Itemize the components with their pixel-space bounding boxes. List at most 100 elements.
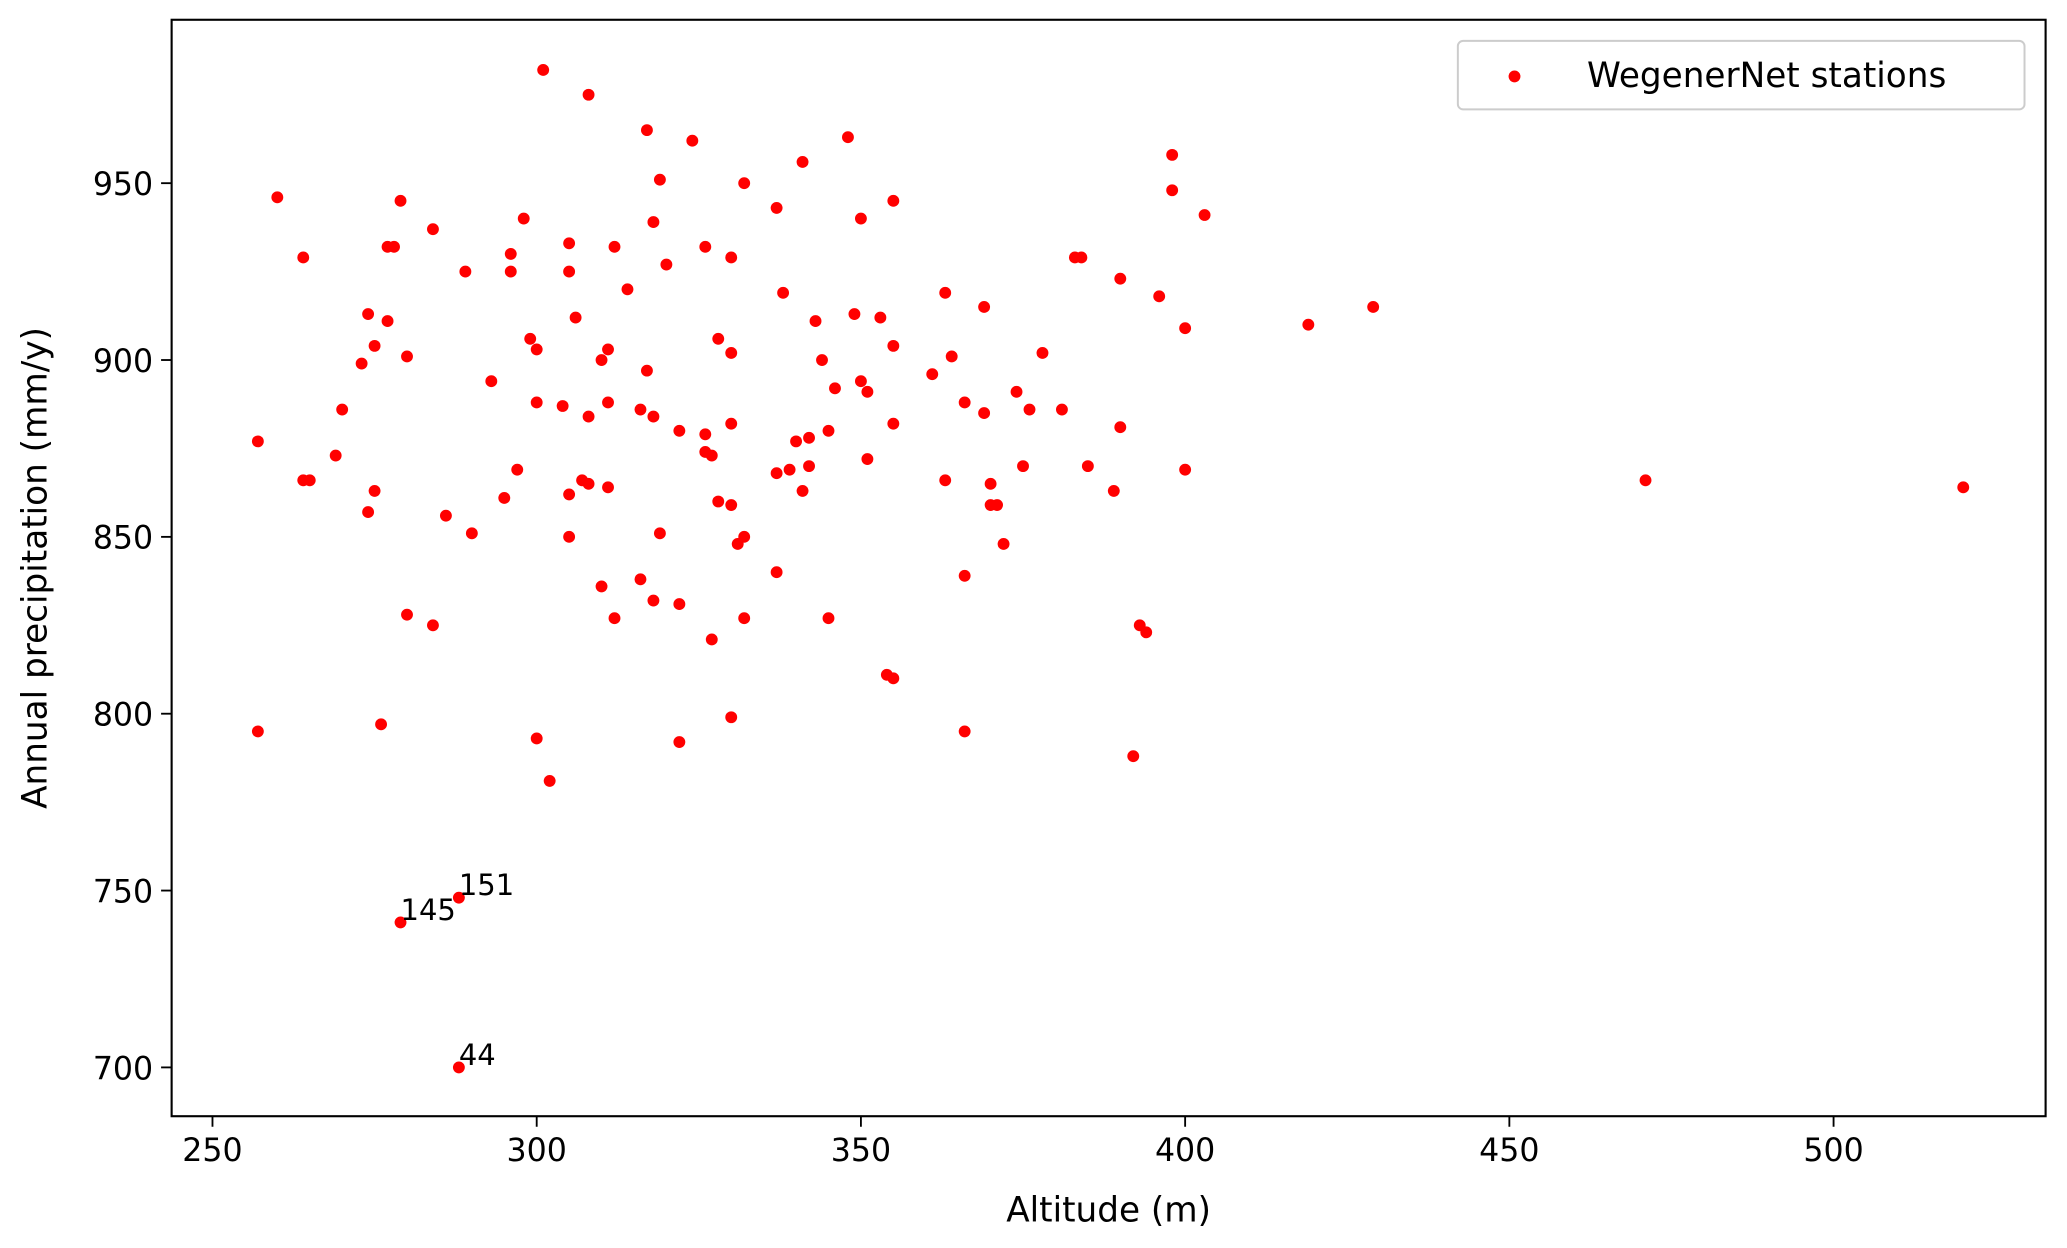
data-point [705,449,718,462]
data-point [1127,750,1140,763]
data-point [1153,290,1166,303]
data-point [362,308,375,320]
data-point [939,474,952,487]
data-point [1639,474,1652,487]
data-point [439,509,452,522]
data-point [569,311,582,324]
data-point [362,506,375,519]
data-point [887,339,900,352]
data-point [524,332,537,345]
data-point [530,396,543,409]
data-point [595,354,608,366]
data-point [543,774,556,787]
data-point [459,265,472,278]
data-point [861,385,874,398]
data-point [563,488,576,501]
data-point [978,407,991,420]
data-point [1075,251,1088,264]
data-point [647,594,660,607]
data-point [1114,421,1127,434]
data-point [394,916,407,929]
data-point [271,191,284,204]
data-point [634,573,647,586]
data-point [1081,460,1094,473]
legend-marker [1508,70,1521,83]
data-point [803,431,815,444]
x-tick-label: 450 [1479,1133,1539,1169]
data-point [887,672,900,685]
legend-box [1456,39,2026,111]
data-point [556,400,569,412]
data-point [673,736,686,748]
data-point [368,339,381,352]
data-point [887,194,900,207]
data-point [854,375,867,388]
data-point [355,357,368,370]
data-point [796,484,809,497]
data-point [452,1061,465,1074]
data-point [647,410,660,423]
data-point [1166,148,1179,161]
data-point [991,499,1004,511]
data-point [829,382,841,395]
legend-label: WegenerNet stations [1587,56,1946,96]
data-point [485,375,498,388]
x-tick-label: 500 [1803,1133,1863,1169]
data-point [738,177,751,190]
data-point [511,463,524,476]
data-point [465,527,478,540]
data-point [809,315,822,328]
data-point [738,530,751,543]
data-point [803,460,815,473]
legend: WegenerNet stations [1456,39,2026,111]
data-point [381,315,394,328]
data-point [958,396,971,409]
data-point [738,612,751,625]
data-point [621,283,634,296]
data-point [770,202,783,214]
x-tick-label: 350 [831,1133,891,1169]
data-point [1302,318,1315,331]
data-point [887,417,900,430]
data-point [816,354,828,366]
data-point [1055,403,1068,416]
y-tick-label: 850 [93,521,153,557]
data-point [822,424,835,437]
data-point [530,343,543,356]
data-point [582,88,595,101]
data-point [303,474,316,487]
x-tick-label: 400 [1155,1133,1215,1169]
data-point [984,477,997,490]
data-point [563,265,576,278]
point-annotation: 151 [459,868,514,902]
y-tick-label: 900 [93,344,153,380]
data-point [1198,209,1211,221]
data-point [1166,184,1179,197]
data-point [712,495,725,508]
data-point [368,484,381,497]
data-point [673,598,686,610]
data-point [699,240,712,253]
data-point [777,286,790,299]
data-point [686,134,699,147]
y-tick-label: 800 [93,698,153,734]
data-point [401,350,413,363]
data-point [790,435,803,448]
x-axis-label: Altitude (m) [1006,1191,1211,1231]
y-tick-label: 750 [93,874,153,910]
data-point [634,403,647,416]
data-point [725,417,738,430]
data-point [958,725,971,738]
point-annotation: 145 [401,893,456,927]
data-point [783,463,796,476]
data-point [608,612,621,625]
data-point [563,530,576,543]
data-point [641,364,653,377]
data-point [1017,460,1029,473]
y-tick-label: 950 [93,167,153,203]
data-point [1179,463,1192,476]
data-point [401,608,413,621]
y-tick-label: 700 [93,1051,153,1087]
